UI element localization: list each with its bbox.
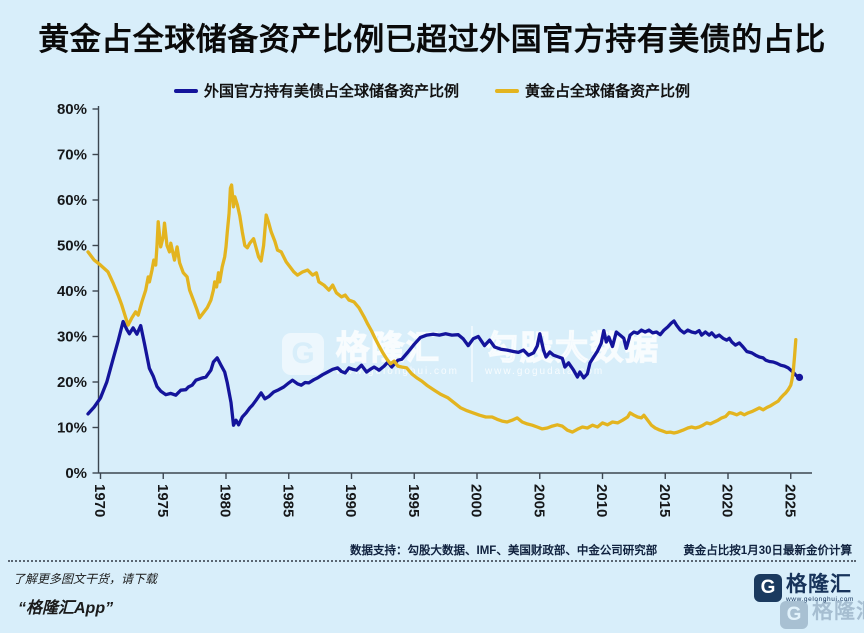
legend-item-treasuries: 外国官方持有美债占全球储备资产比例 — [173, 80, 459, 101]
gelonghui-logo: G 格隆汇 www.gelonghui.com — [753, 574, 854, 604]
page-title: 黄金占全球储备资产比例已超过外国官方持有美债的占比 — [38, 22, 826, 57]
x-tick-label: 2025 — [781, 484, 798, 517]
legend: 外国官方持有美债占全球储备资产比例 黄金占全球储备资产比例 — [0, 80, 864, 101]
promo-text: 了解更多图文干货，请下载 — [13, 572, 158, 586]
line-chart: 0% 10% 20% 30% 40% 50% 60% 70% 80% 1970 1975 1980 19… — [57, 101, 812, 517]
watermark-product-url: www.gogudata.com — [484, 366, 605, 377]
x-tick-label: 2005 — [530, 484, 547, 517]
gold-legend-marker — [495, 88, 519, 93]
footer-divider — [8, 560, 856, 562]
y-tick-label: 60% — [57, 192, 87, 209]
brand-name: 格隆汇 — [785, 573, 852, 596]
app-name-text: “格隆汇App” — [18, 600, 114, 617]
watermark-brand-url: www.gelonghui.com — [336, 366, 459, 377]
y-tick-label: 70% — [57, 147, 87, 164]
gelonghui-logo-text: 格隆汇 www.gelonghui.com — [786, 574, 854, 604]
brand-name: 格隆汇 — [812, 600, 864, 623]
x-tick-label: 1970 — [91, 484, 108, 517]
y-tick-label: 10% — [57, 420, 87, 437]
watermark-divider — [470, 326, 473, 382]
x-tick-label: 1975 — [154, 484, 171, 517]
y-tick-label: 50% — [57, 238, 87, 255]
x-tick-label: 1980 — [217, 484, 234, 517]
y-tick-label: 40% — [57, 283, 87, 300]
gelonghui-logo-text: 格隆汇 — [812, 601, 864, 622]
gelonghui-logo-icon: G — [753, 574, 782, 602]
footer-promo: 了解更多图文干货，请下载 “格隆汇App” — [13, 570, 157, 618]
x-tick-label: 1995 — [405, 484, 422, 517]
y-tick-label: 0% — [65, 465, 87, 482]
gelonghui-logo-ghost: G 格隆汇 — [780, 601, 864, 629]
treasuries-legend-label: 外国官方持有美债占全球储备资产比例 — [203, 83, 459, 100]
x-tick-label: 2015 — [656, 484, 673, 517]
legend-item-gold: 黄金占全球储备资产比例 — [495, 80, 690, 101]
x-tick-label: 1985 — [279, 484, 296, 517]
gelonghui-logo-icon: G — [780, 601, 808, 629]
gold-price-note: 黄金占比按1月30日最新金价计算 — [683, 545, 852, 557]
x-tick-label: 2000 — [468, 484, 485, 517]
series-end-dot — [795, 373, 804, 381]
brand-url: www.gelonghui.com — [785, 596, 854, 603]
y-tick-label: 20% — [57, 374, 87, 391]
data-support-note: 数据支持：勾股大数据、IMF、美国财政部、中金公司研究部 — [350, 545, 658, 557]
gold-series-line — [86, 183, 798, 435]
y-tick-label: 30% — [57, 329, 87, 346]
treasuries-series-line — [86, 319, 802, 427]
gelonghui-logo-icon: G — [282, 333, 324, 375]
source-note: 数据支持：勾股大数据、IMF、美国财政部、中金公司研究部 黄金占比按1月30日最新… — [350, 542, 852, 558]
x-tick-label: 2020 — [719, 484, 736, 517]
x-tick-label: 2010 — [593, 484, 610, 517]
x-tick-label: 1990 — [342, 484, 359, 517]
treasuries-legend-marker — [173, 88, 198, 93]
y-tick-label: 80% — [57, 101, 87, 118]
gold-legend-label: 黄金占全球储备资产比例 — [525, 83, 691, 100]
